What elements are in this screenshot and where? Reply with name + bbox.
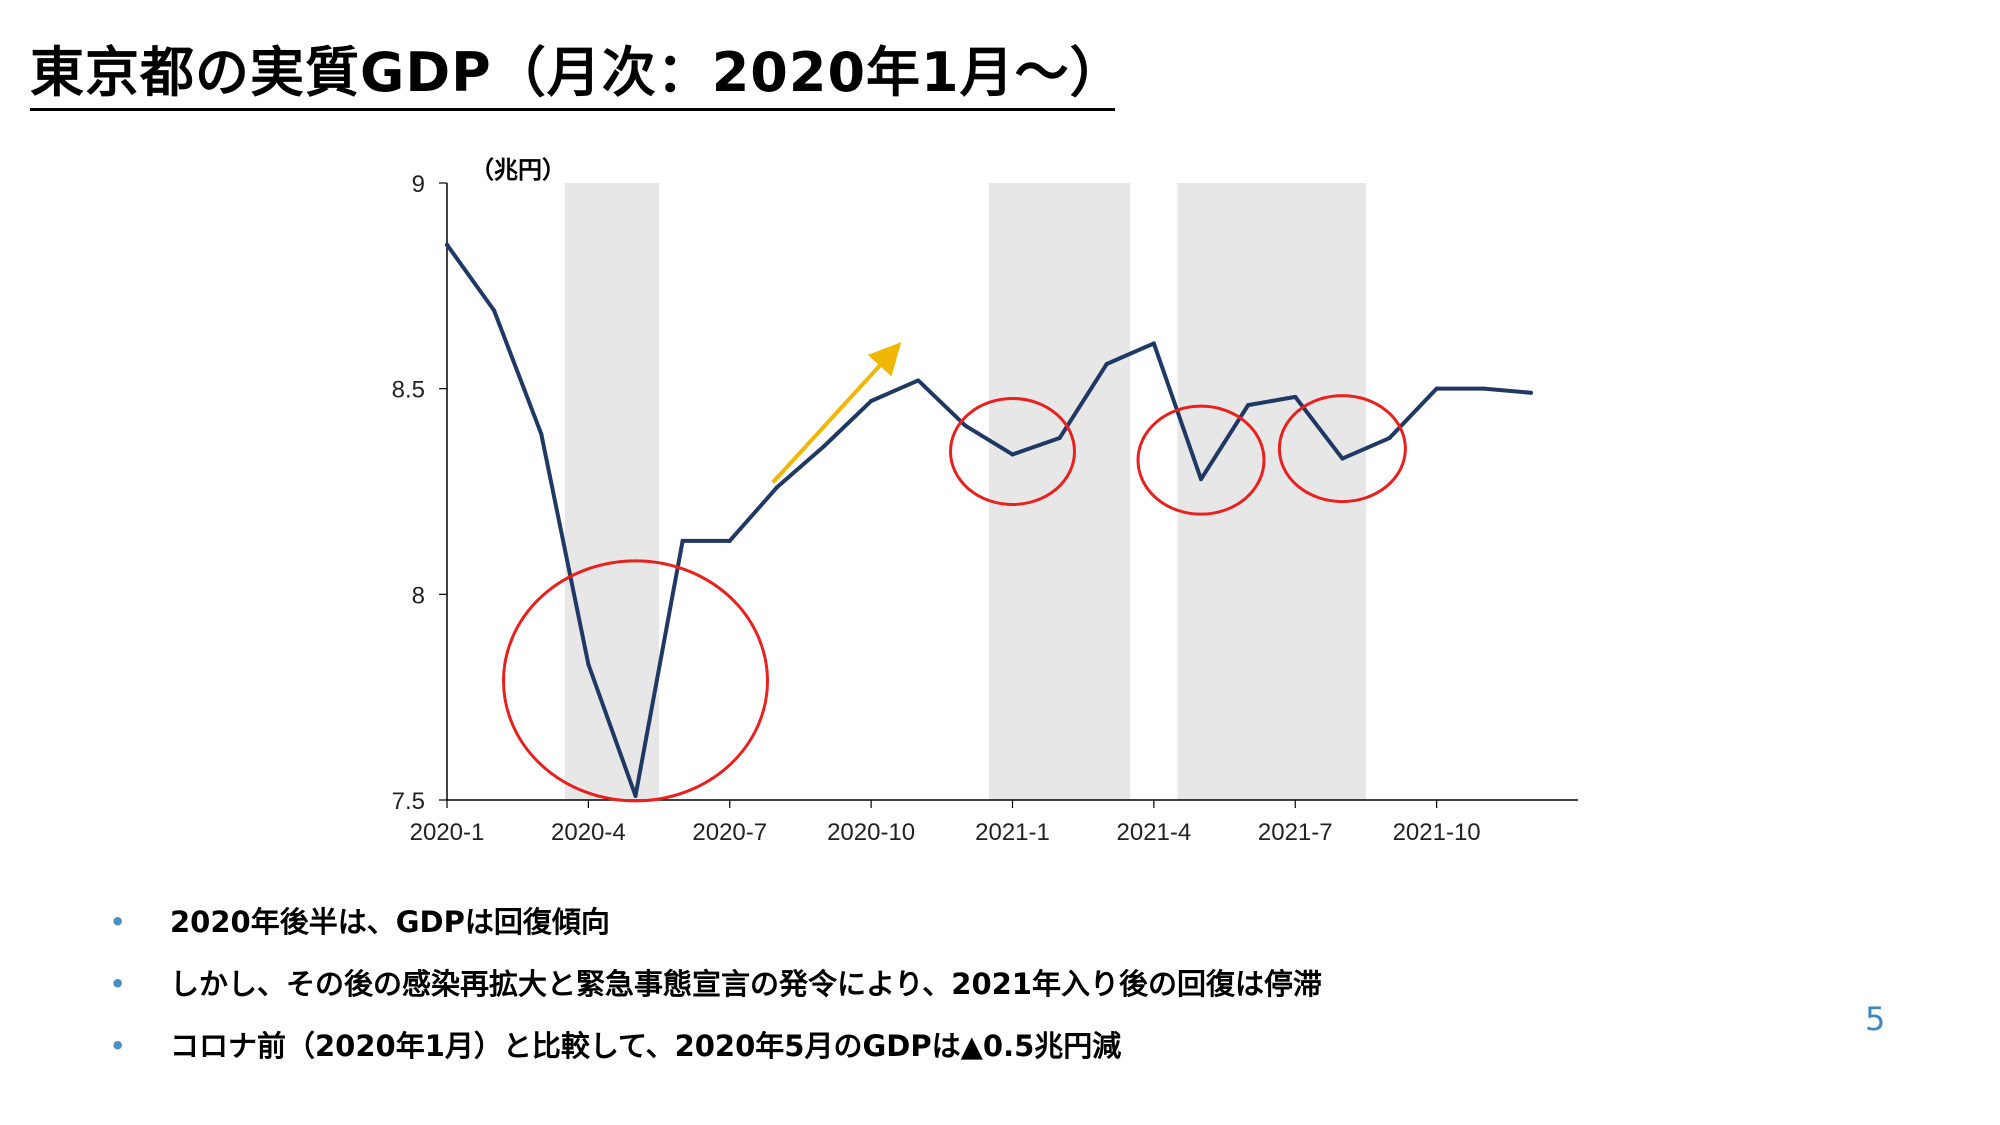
gdp-series — [445, 242, 1533, 798]
gdp-data-point — [680, 538, 685, 543]
gdp-data-point — [1010, 452, 1015, 457]
x-tick-label: 2020-1 — [410, 819, 485, 846]
gdp-data-point — [1199, 477, 1203, 482]
emergency-period-shade — [1177, 183, 1366, 800]
x-tick-label: 2021-1 — [975, 819, 1050, 846]
gdp-data-point — [727, 538, 732, 543]
highlight-circle — [1136, 404, 1266, 516]
gdp-data-point — [822, 444, 826, 449]
title-underline — [30, 108, 1115, 111]
bullet-item: • 2020年後半は、GDPは回復傾向 — [110, 900, 1322, 962]
gdp-data-point — [539, 431, 544, 436]
y-tick-label: 8.5 — [392, 377, 425, 404]
gdp-series-line — [445, 242, 1533, 798]
gdp-data-point — [1481, 386, 1486, 391]
bullet-dot-icon: • — [110, 908, 126, 936]
chart-ticks: 9 8.5 8 7.5 2020-1 2020-4 2020-7 2020-10 2021-1 2… — [392, 171, 1481, 846]
trend-arrow — [771, 342, 902, 484]
x-tick-label: 2020-7 — [692, 819, 767, 846]
gdp-data-point — [586, 662, 591, 667]
emergency-period-shade — [988, 183, 1131, 800]
gdp-data-point — [1387, 436, 1392, 441]
gdp-line-chart: 9 8.5 8 7.5 2020-1 2020-4 2020-7 2020-10 2021-1 2… — [392, 157, 1578, 846]
x-tick-label: 2021-10 — [1393, 819, 1481, 846]
gdp-data-point — [492, 308, 497, 313]
gdp-data-point — [1246, 403, 1251, 408]
bullet-text: しかし、その後の感染再拡大と緊急事態宣言の発令により、2021年入り後の回復は停… — [170, 967, 1322, 1001]
gdp-data-point — [1340, 456, 1345, 461]
highlight-overlays — [502, 342, 1407, 803]
gdp-data-point — [1057, 436, 1062, 441]
gdp-data-point — [916, 378, 921, 383]
x-tick-label: 2021-7 — [1258, 819, 1333, 846]
bullet-text: コロナ前（2020年1月）と比較して、2020年5月のGDPは▲0.5兆円減 — [170, 1029, 1122, 1063]
gdp-data-point — [963, 423, 968, 428]
bullet-dot-icon: • — [110, 970, 126, 998]
page-number: 5 — [1865, 1000, 1886, 1038]
highlight-circle — [502, 559, 769, 803]
bullet-item: • コロナ前（2020年1月）と比較して、2020年5月のGDPは▲0.5兆円減 — [110, 1024, 1322, 1086]
gdp-data-point — [1151, 341, 1156, 346]
highlight-circle — [949, 396, 1076, 506]
y-tick-label: 8 — [412, 582, 425, 609]
y-tick-label: 9 — [412, 171, 425, 198]
bullet-list: • 2020年後半は、GDPは回復傾向 • しかし、その後の感染再拡大と緊急事態… — [110, 900, 1322, 1086]
highlight-circle — [1277, 394, 1407, 504]
bullet-dot-icon: • — [110, 1032, 126, 1060]
gdp-data-point — [869, 399, 874, 404]
gdp-data-point — [1434, 386, 1439, 391]
emergency-shading-group — [564, 183, 1366, 800]
slide-title: 東京都の実質GDP（月次：2020年1月〜） — [30, 41, 1125, 104]
bullet-text: 2020年後半は、GDPは回復傾向 — [170, 905, 610, 939]
gdp-data-point — [1104, 361, 1109, 366]
gdp-data-point — [1293, 394, 1298, 399]
emergency-period-shade — [564, 183, 660, 800]
x-tick-label: 2020-4 — [551, 819, 626, 846]
bullet-item: • しかし、その後の感染再拡大と緊急事態宣言の発令により、2021年入り後の回復… — [110, 962, 1322, 1024]
gdp-data-point — [633, 793, 638, 798]
y-unit-label: （兆円） — [470, 157, 566, 184]
x-tick-label: 2020-10 — [827, 819, 915, 846]
gdp-data-point — [1528, 390, 1533, 395]
x-tick-label: 2021-4 — [1117, 819, 1192, 846]
y-tick-label: 7.5 — [392, 788, 425, 815]
gdp-data-point — [774, 485, 779, 490]
gdp-data-point — [445, 242, 449, 247]
